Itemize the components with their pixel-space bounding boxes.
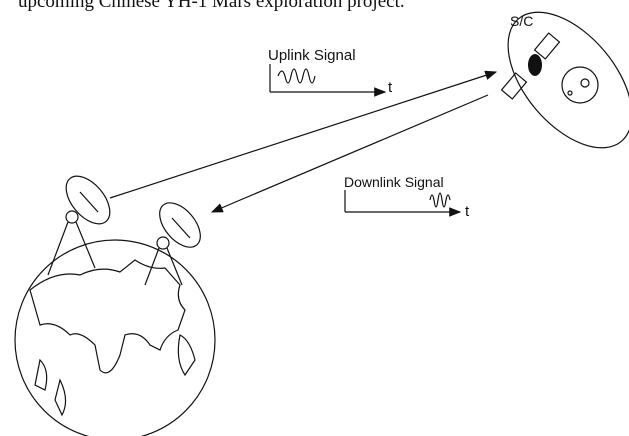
uplink-label: Uplink Signal bbox=[268, 47, 356, 64]
caption: upcoming Chinese YH-1 Mars exploration p… bbox=[18, 0, 405, 12]
downlink-axis-label: t bbox=[465, 203, 470, 220]
spacecraft bbox=[500, 11, 629, 149]
uplink-axis-label: t bbox=[388, 79, 393, 96]
ground-antenna bbox=[47, 175, 111, 276]
uplink-arrow bbox=[109, 70, 498, 199]
downlink-plot bbox=[344, 190, 462, 217]
uplink-plot bbox=[269, 64, 387, 97]
spacecraft-label: S/C bbox=[510, 13, 533, 29]
downlink-arrow bbox=[210, 94, 489, 213]
ground-antenna bbox=[144, 202, 201, 286]
earth bbox=[14, 239, 216, 436]
downlink-label: Downlink Signal bbox=[344, 174, 444, 190]
